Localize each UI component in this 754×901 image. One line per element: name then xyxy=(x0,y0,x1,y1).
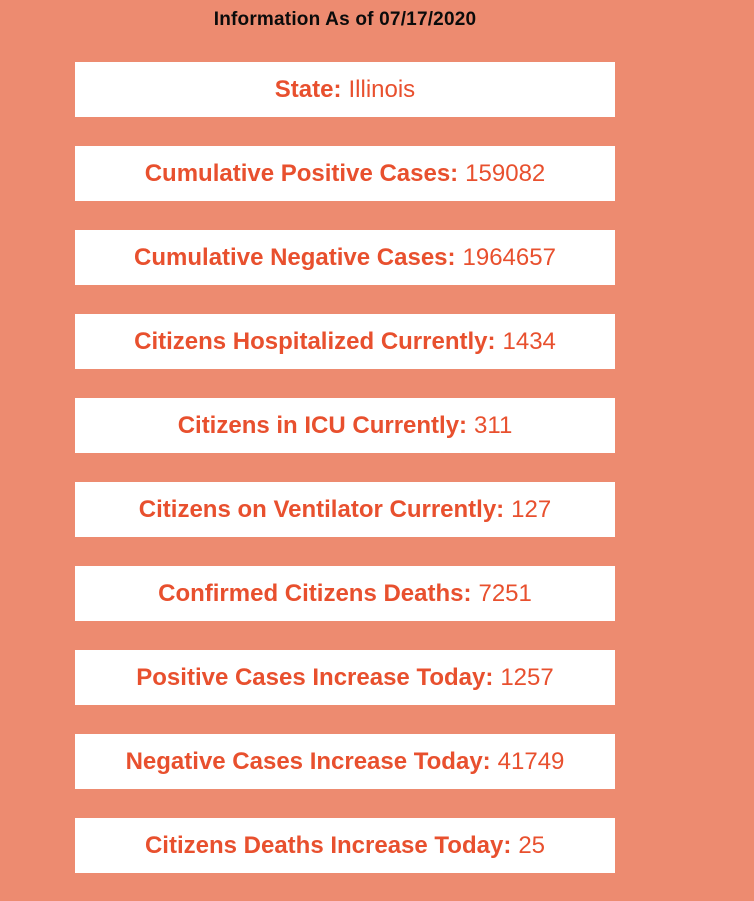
stat-label: Citizens on Ventilator Currently: xyxy=(138,495,505,523)
stat-value: Illinois xyxy=(348,75,416,103)
stat-label: Citizens Hospitalized Currently: xyxy=(134,327,496,355)
stat-value: 1434 xyxy=(502,327,556,355)
stat-value: 1964657 xyxy=(462,243,556,271)
stat-value: 127 xyxy=(511,495,552,523)
stat-label: Citizens in ICU Currently: xyxy=(177,411,468,439)
page-title: Information As of 07/17/2020 xyxy=(213,9,477,30)
stat-label: Confirmed Citizens Deaths: xyxy=(158,579,472,607)
stat-value: 7251 xyxy=(478,579,532,607)
stat-label: Citizens Deaths Increase Today: xyxy=(144,831,512,859)
stat-label: State: xyxy=(274,75,342,103)
stat-label: Positive Cases Increase Today: xyxy=(136,663,494,691)
stat-card-negative-increase[interactable]: Negative Cases Increase Today: 41749 xyxy=(75,734,615,789)
stat-card-list: State: Illinois Cumulative Positive Case… xyxy=(75,62,615,873)
stat-card-state[interactable]: State: Illinois xyxy=(75,62,615,117)
stat-label: Cumulative Positive Cases: xyxy=(144,159,459,187)
stat-value: 1257 xyxy=(500,663,554,691)
stat-card-icu[interactable]: Citizens in ICU Currently: 311 xyxy=(75,398,615,453)
stat-card-hospitalized[interactable]: Citizens Hospitalized Currently: 1434 xyxy=(75,314,615,369)
stat-label: Cumulative Negative Cases: xyxy=(134,243,456,271)
stat-value: 41749 xyxy=(497,747,565,775)
stat-label: Negative Cases Increase Today: xyxy=(125,747,491,775)
stat-value: 25 xyxy=(518,831,546,859)
stat-card-deaths-increase[interactable]: Citizens Deaths Increase Today: 25 xyxy=(75,818,615,873)
main-content: Information As of 07/17/2020 State: Illi… xyxy=(75,0,615,873)
stat-value: 311 xyxy=(474,411,513,439)
stat-card-positive-increase[interactable]: Positive Cases Increase Today: 1257 xyxy=(75,650,615,705)
stat-card-confirmed-deaths[interactable]: Confirmed Citizens Deaths: 7251 xyxy=(75,566,615,621)
stat-card-ventilator[interactable]: Citizens on Ventilator Currently: 127 xyxy=(75,482,615,537)
stat-card-cumulative-positive[interactable]: Cumulative Positive Cases: 159082 xyxy=(75,146,615,201)
stat-card-cumulative-negative[interactable]: Cumulative Negative Cases: 1964657 xyxy=(75,230,615,285)
stat-value: 159082 xyxy=(465,159,546,187)
